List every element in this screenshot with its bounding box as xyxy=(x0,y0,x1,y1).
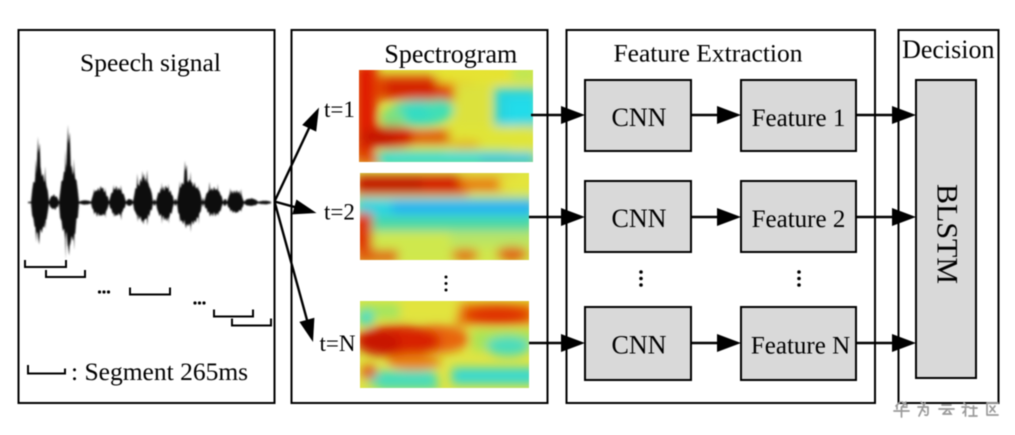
svg-text:t=1: t=1 xyxy=(324,97,355,122)
svg-text:Feature Extraction: Feature Extraction xyxy=(613,39,802,68)
svg-text:Feature 2: Feature 2 xyxy=(752,206,846,233)
svg-text:Feature N: Feature N xyxy=(751,333,850,360)
svg-text:CNN: CNN xyxy=(612,103,667,132)
svg-text:Speech signal: Speech signal xyxy=(80,48,221,77)
svg-text:t=2: t=2 xyxy=(324,200,355,225)
svg-text:Decision: Decision xyxy=(902,35,994,64)
svg-text:: Segment 265ms: : Segment 265ms xyxy=(71,357,248,386)
svg-text:CNN: CNN xyxy=(612,204,667,233)
svg-text:Feature 1: Feature 1 xyxy=(752,105,846,132)
svg-text:Spectrogram: Spectrogram xyxy=(384,40,517,69)
svg-text:t=N: t=N xyxy=(320,331,356,356)
svg-text:BLSTM: BLSTM xyxy=(931,184,964,284)
svg-text:CNN: CNN xyxy=(612,331,667,360)
